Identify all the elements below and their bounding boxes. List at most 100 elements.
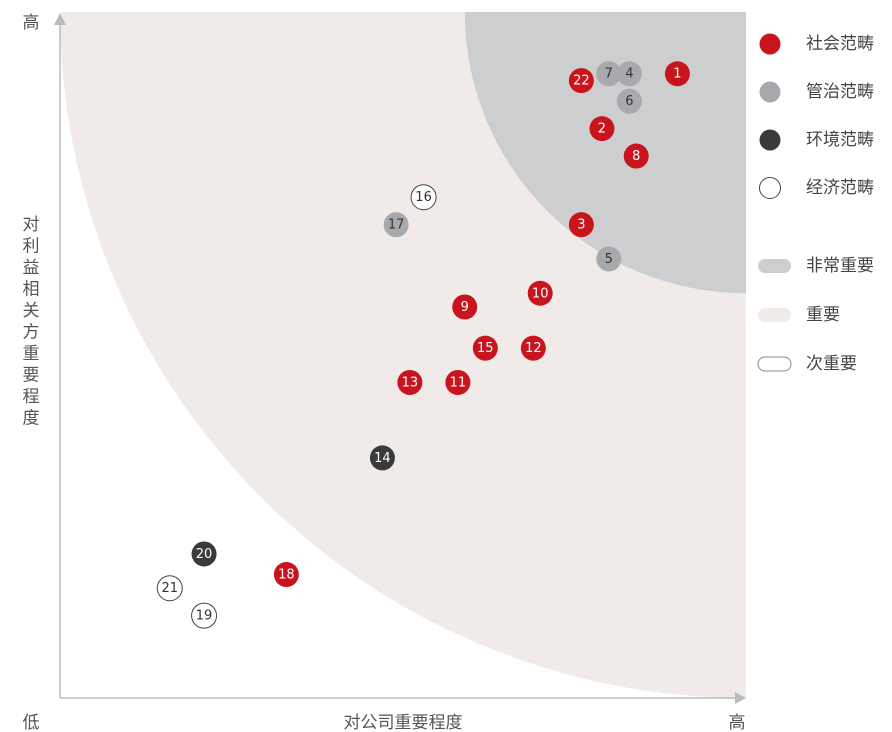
data-point-1: 1 xyxy=(664,61,690,87)
data-point-marker xyxy=(445,369,471,395)
legend-label-economic: 经济范畴 xyxy=(806,178,874,198)
data-point-20: 20 xyxy=(191,541,217,567)
data-point-marker xyxy=(568,212,594,238)
legend-label-important: 重要 xyxy=(806,305,840,325)
y-axis-arrow xyxy=(54,13,66,25)
data-point-5: 5 xyxy=(596,246,622,272)
data-point-label: 18 xyxy=(278,568,295,583)
y-axis-title-char: 方 xyxy=(23,323,40,343)
data-point-7: 7 xyxy=(596,61,622,87)
y-axis-title-char: 益 xyxy=(23,258,40,278)
data-point-marker xyxy=(273,562,299,588)
data-point-9: 9 xyxy=(452,294,478,320)
data-point-label: 15 xyxy=(477,341,494,356)
legend-label-governance: 管治范畴 xyxy=(806,82,874,102)
data-point-marker xyxy=(383,212,409,238)
axes: 高 低 高 对公司重要程度 xyxy=(23,13,746,732)
data-point-label: 22 xyxy=(573,74,590,89)
data-point-marker xyxy=(369,445,395,471)
data-point-marker xyxy=(472,335,498,361)
x-axis-title: 对公司重要程度 xyxy=(344,713,463,732)
data-point-label: 13 xyxy=(402,375,419,390)
data-point-label: 12 xyxy=(525,341,542,356)
data-point-label: 17 xyxy=(388,218,405,233)
data-point-21: 21 xyxy=(156,575,183,602)
data-point-marker xyxy=(616,88,642,114)
legend-swatch-less-important xyxy=(757,356,792,372)
legend-marker-economic xyxy=(759,177,781,199)
y-high-label: 高 xyxy=(23,13,40,33)
legend-marker-governance xyxy=(759,81,781,103)
data-point-19: 19 xyxy=(191,602,218,629)
data-point-16: 16 xyxy=(410,184,437,211)
data-point-label: 16 xyxy=(415,190,432,205)
data-point-8: 8 xyxy=(623,143,649,169)
y-axis-title-char: 度 xyxy=(23,409,40,429)
data-point-label: 19 xyxy=(196,609,213,624)
data-point-marker xyxy=(527,280,553,306)
legend-swatch-very-important xyxy=(758,259,791,273)
x-axis-arrow xyxy=(735,692,746,704)
data-point-13: 13 xyxy=(397,369,423,395)
data-point-label: 9 xyxy=(461,300,469,315)
legend-label-environment: 环境范畴 xyxy=(806,130,874,150)
legend-label-social: 社会范畴 xyxy=(806,34,874,54)
data-point-10: 10 xyxy=(527,280,553,306)
x-low-label: 低 xyxy=(23,713,40,732)
legend-label-very-important: 非常重要 xyxy=(806,256,874,276)
data-point-marker xyxy=(520,335,546,361)
data-point-label: 14 xyxy=(374,451,391,466)
legend-marker-social xyxy=(759,33,781,55)
data-point-marker xyxy=(623,143,649,169)
data-point-label: 1 xyxy=(673,67,681,82)
legend-marker-environment xyxy=(759,129,781,151)
data-point-label: 8 xyxy=(632,149,640,164)
data-point-label: 20 xyxy=(196,547,213,562)
data-point-marker xyxy=(616,61,642,87)
data-point-marker xyxy=(664,61,690,87)
data-point-3: 3 xyxy=(568,212,594,238)
data-point-marker xyxy=(191,541,217,567)
y-axis-title-char: 重 xyxy=(23,344,40,364)
y-axis-title-char: 相 xyxy=(23,280,40,300)
y-axis-title-char: 对 xyxy=(23,215,40,235)
data-point-4: 4 xyxy=(616,61,642,87)
data-point-12: 12 xyxy=(520,335,546,361)
data-point-17: 17 xyxy=(383,212,409,238)
data-point-marker xyxy=(156,575,183,602)
data-point-label: 11 xyxy=(450,375,467,390)
data-point-label: 5 xyxy=(605,252,613,267)
data-point-2: 2 xyxy=(589,116,615,142)
data-point-6: 6 xyxy=(616,88,642,114)
data-point-marker xyxy=(410,184,437,211)
x-high-label: 高 xyxy=(729,713,746,732)
legend-label-less-important: 次重要 xyxy=(806,354,857,374)
data-point-label: 6 xyxy=(625,94,633,109)
data-point-marker xyxy=(596,61,622,87)
legend-swatch-important xyxy=(758,308,791,322)
data-point-label: 7 xyxy=(605,67,613,82)
data-point-label: 3 xyxy=(577,218,585,233)
data-point-marker xyxy=(397,369,423,395)
data-point-marker xyxy=(589,116,615,142)
y-axis-title-char: 利 xyxy=(23,237,40,257)
data-point-marker xyxy=(191,602,218,629)
data-point-14: 14 xyxy=(369,445,395,471)
data-point-18: 18 xyxy=(273,562,299,588)
data-point-marker xyxy=(568,68,594,94)
data-point-11: 11 xyxy=(445,369,471,395)
y-axis-title-char: 要 xyxy=(23,366,40,386)
data-point-marker xyxy=(596,246,622,272)
data-point-marker xyxy=(452,294,478,320)
y-axis-title-char: 关 xyxy=(23,301,40,321)
data-point-label: 4 xyxy=(625,67,633,82)
y-axis-title-char: 程 xyxy=(23,387,40,407)
data-point-15: 15 xyxy=(472,335,498,361)
data-point-label: 10 xyxy=(532,286,549,301)
data-point-22: 22 xyxy=(568,68,594,94)
data-point-label: 2 xyxy=(598,122,606,137)
